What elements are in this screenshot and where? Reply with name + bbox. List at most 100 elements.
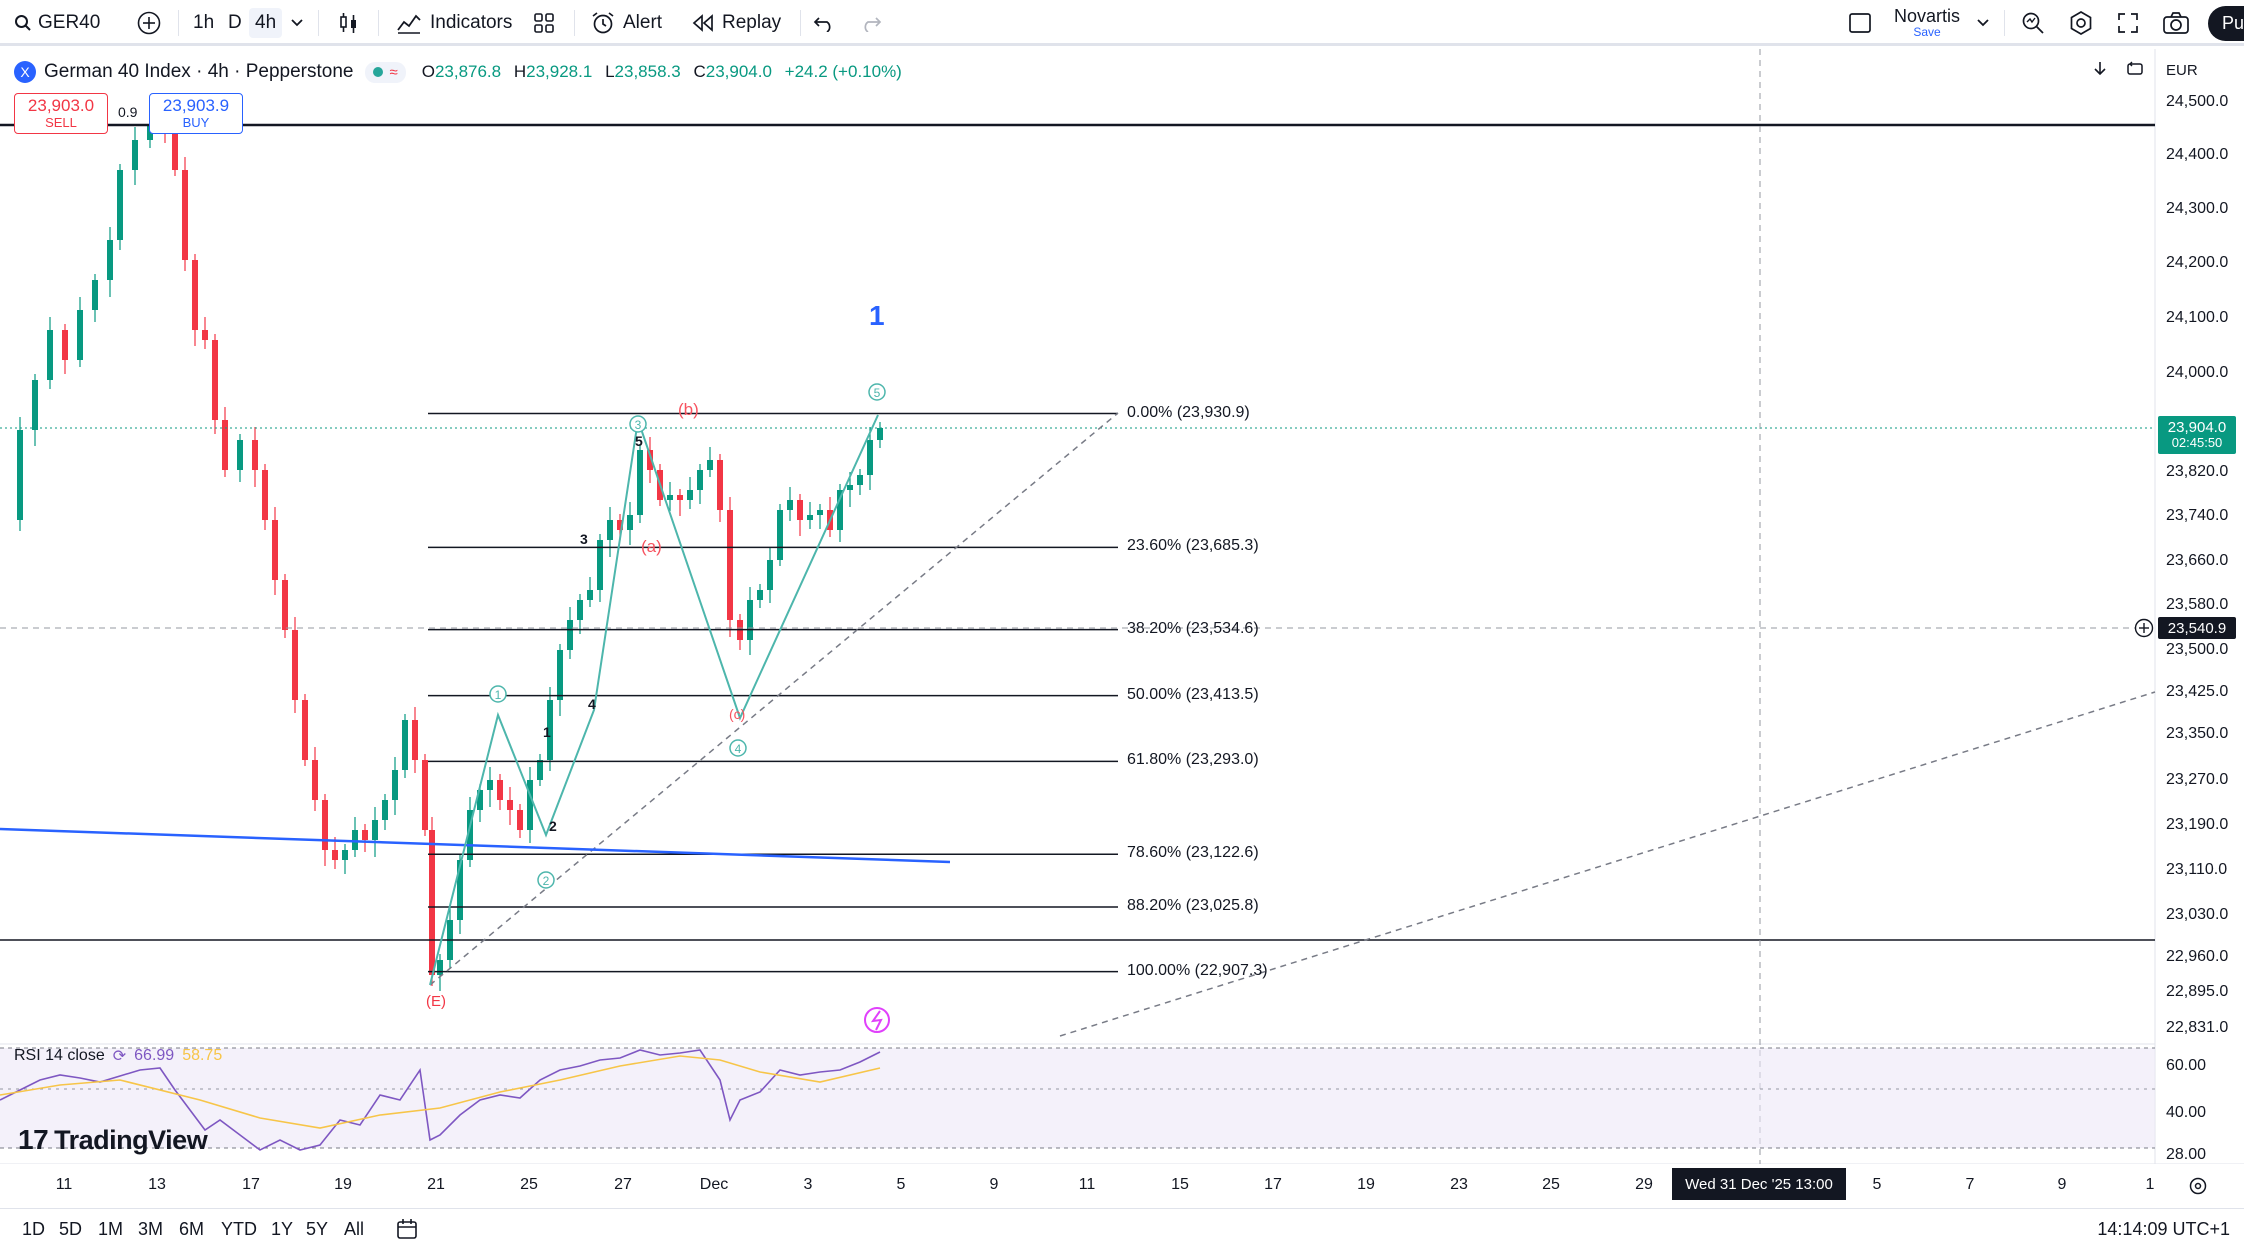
quick-search-icon[interactable]: [2020, 0, 2046, 46]
candle-body: [677, 495, 683, 500]
wave-sub-2[interactable]: 2: [549, 818, 557, 834]
time-axis-label: 19: [1357, 1176, 1375, 1193]
range-all[interactable]: All: [344, 1219, 365, 1239]
buy-button[interactable]: 23,903.9 BUY: [149, 93, 243, 134]
replay-rewind-icon: [692, 14, 714, 32]
wave-degree-label[interactable]: 1: [869, 300, 885, 331]
fib-level-label[interactable]: 61.80% (23,293.0): [1127, 751, 1259, 769]
timeframe-1h[interactable]: 1h: [193, 12, 215, 33]
price-axis-label: 23,190.0: [2166, 816, 2229, 833]
time-axis-label: 5: [1872, 1176, 1882, 1193]
candle-body: [577, 600, 583, 620]
timezone-clock[interactable]: 14:14:09 UTC+1: [2097, 1219, 2230, 1239]
symbol-search-button[interactable]: GER40: [14, 0, 100, 46]
chart-type-candles-icon[interactable]: [337, 0, 361, 46]
range-1y[interactable]: 1Y: [271, 1219, 294, 1239]
range-1d[interactable]: 1D: [22, 1219, 46, 1239]
fib-trend-line: [429, 412, 1119, 986]
rsi-band-fill: [0, 1048, 2155, 1148]
settings-gear-icon[interactable]: [2068, 0, 2094, 46]
price-axis-label: 24,300.0: [2166, 200, 2229, 217]
range-5d[interactable]: 5D: [59, 1219, 83, 1239]
layout-checkbox-icon[interactable]: [1848, 0, 1872, 46]
price-axis-label: 24,500.0: [2166, 93, 2229, 110]
wave-e-label[interactable]: (E): [426, 993, 446, 1010]
rsi-legend: RSI 14 close ⟳ 66.99 58.75: [14, 1046, 222, 1066]
wave-circle-3: [629, 415, 647, 433]
undo-icon[interactable]: [813, 0, 835, 46]
publish-button[interactable]: Pu: [2208, 0, 2244, 46]
range-3m[interactable]: 3M: [138, 1219, 164, 1239]
candle-body: [302, 700, 308, 760]
toolbar-divider: [378, 10, 379, 36]
price-axis-label: 23,500.0: [2166, 641, 2229, 658]
wave-sub-1[interactable]: 1: [543, 724, 551, 740]
layout-name-button[interactable]: Novartis Save: [1894, 6, 1961, 40]
currency-selector[interactable]: EUR: [2166, 62, 2198, 79]
current-price-tag: 23,904.0 02:45:50: [2158, 416, 2236, 454]
time-axis-label: 7: [1965, 1176, 1975, 1193]
candle-body: [437, 960, 443, 975]
compare-add-icon[interactable]: [136, 0, 162, 46]
candle-body: [62, 330, 68, 360]
indicators-button[interactable]: Indicators: [396, 0, 512, 46]
timeframe-dropdown-icon[interactable]: [290, 0, 304, 46]
price-axis-label: 23,030.0: [2166, 906, 2229, 923]
range-6m[interactable]: 6M: [179, 1219, 205, 1239]
replay-button[interactable]: Replay: [692, 0, 781, 46]
candle-body: [282, 580, 288, 630]
sell-button[interactable]: 23,903.0 SELL: [14, 93, 108, 134]
wave-sub-5[interactable]: 5: [635, 433, 643, 449]
candle-body: [847, 485, 853, 490]
layout-dropdown-icon[interactable]: [1976, 0, 1990, 46]
time-axis-label: Dec: [699, 1176, 729, 1193]
camera-snapshot-icon[interactable]: [2162, 0, 2190, 46]
candle-body: [857, 475, 863, 485]
axis-settings-icon[interactable]: [2188, 1176, 2208, 1201]
fib-level-label[interactable]: 0.00% (23,930.9): [1127, 403, 1250, 421]
fib-level-label[interactable]: 78.60% (23,122.6): [1127, 844, 1259, 862]
redo-icon[interactable]: [860, 0, 882, 46]
templates-grid-icon[interactable]: [532, 0, 556, 46]
sell-label: SELL: [45, 114, 77, 130]
rsi-title[interactable]: RSI 14 close: [14, 1047, 105, 1064]
crosshair-price-tag: 23,540.9: [2158, 617, 2236, 639]
price-chart-canvas[interactable]: 1 2 3 4 5: [0, 49, 2244, 1164]
add-alert-plus-icon[interactable]: [2134, 618, 2154, 643]
time-axis-label: 11: [1078, 1176, 1096, 1193]
fib-level-label[interactable]: 38.20% (23,534.6): [1127, 619, 1259, 637]
alert-button[interactable]: Alert: [591, 0, 662, 46]
fullscreen-icon[interactable]: [2116, 0, 2140, 46]
fib-level-label[interactable]: 88.20% (23,025.8): [1127, 897, 1259, 915]
legend-open: 23,876.8: [434, 62, 502, 81]
wave-sub-3[interactable]: 3: [580, 531, 588, 547]
tradingview-logo[interactable]: 17 TradingView: [18, 1124, 208, 1155]
range-5y[interactable]: 5Y: [306, 1219, 329, 1239]
symbol-name: GER40: [38, 12, 101, 33]
wave-b-label[interactable]: (b): [678, 400, 699, 419]
wave-sub-4[interactable]: 4: [588, 696, 596, 712]
timeframe-d[interactable]: D: [228, 12, 242, 33]
candle-body: [717, 460, 723, 510]
toolbar-divider: [318, 10, 319, 36]
scroll-to-latest-icon[interactable]: [2092, 60, 2108, 83]
range-ytd[interactable]: YTD: [221, 1219, 257, 1239]
fib-level-label[interactable]: 23.60% (23,685.3): [1127, 537, 1259, 555]
goto-date-calendar-icon[interactable]: [395, 1217, 419, 1246]
range-1m[interactable]: 1M: [98, 1219, 124, 1239]
wave-c-label[interactable]: (c): [729, 706, 746, 722]
time-axis-label: 9: [989, 1176, 999, 1193]
market-status-badge[interactable]: ≈: [365, 61, 406, 83]
legend-title[interactable]: German 40 Index · 4h · Pepperstone: [44, 61, 354, 82]
rsi-axis-label: 40.00: [2166, 1104, 2207, 1121]
time-axis-label: 25: [520, 1176, 538, 1193]
time-axis-label: 15: [1171, 1176, 1189, 1193]
chart-pane[interactable]: 1 2 3 4 5: [0, 49, 2244, 1164]
fib-level-label[interactable]: 100.00% (22,907.3): [1127, 961, 1268, 979]
candle-body: [457, 860, 463, 920]
rsi-pane: [0, 1047, 2155, 1151]
timeframe-4h[interactable]: 4h: [249, 0, 283, 46]
reset-scale-icon[interactable]: [2126, 60, 2144, 83]
wave-a-label[interactable]: (a): [641, 537, 662, 556]
fib-level-label[interactable]: 50.00% (23,413.5): [1127, 685, 1259, 703]
